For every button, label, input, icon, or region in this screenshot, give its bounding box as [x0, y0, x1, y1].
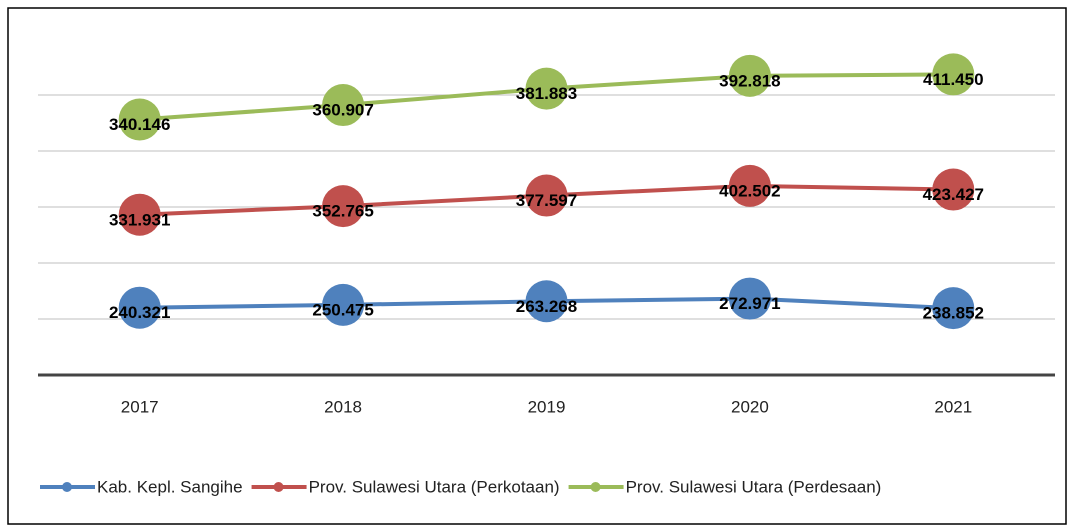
x-tick-label: 2018 — [324, 397, 362, 416]
x-tick-label: 2017 — [121, 397, 159, 416]
legend-marker — [273, 482, 284, 492]
value-label: 331.931 — [109, 210, 170, 229]
point-marker — [932, 168, 975, 211]
point-marker — [728, 54, 771, 97]
x-tick-label: 2020 — [731, 397, 769, 416]
point-marker — [118, 193, 161, 236]
point-marker — [118, 286, 161, 329]
point-marker — [322, 283, 365, 326]
legend-marker — [590, 482, 601, 492]
value-label: 250.475 — [312, 300, 373, 319]
value-label: 402.502 — [719, 181, 780, 200]
value-label: 360.907 — [312, 101, 373, 120]
value-label: 263.268 — [516, 297, 577, 316]
x-tick-label: 2019 — [528, 397, 566, 416]
legend-label: Prov. Sulawesi Utara (Perkotaan) — [309, 477, 560, 496]
value-label: 240.321 — [109, 303, 170, 322]
value-label: 340.146 — [109, 115, 170, 134]
value-label: 411.450 — [923, 70, 984, 89]
point-marker — [525, 174, 568, 217]
value-label: 392.818 — [719, 71, 780, 90]
point-marker — [932, 287, 975, 330]
point-marker — [322, 84, 365, 127]
value-label: 238.852 — [923, 304, 984, 323]
value-label: 377.597 — [516, 191, 577, 210]
point-marker — [728, 277, 771, 320]
value-label: 381.883 — [516, 84, 577, 103]
value-label: 272.971 — [719, 294, 780, 313]
point-marker — [525, 280, 568, 323]
x-tick-label: 2021 — [934, 397, 972, 416]
legend-marker — [62, 482, 72, 492]
legend-label: Prov. Sulawesi Utara (Perdesaan) — [626, 477, 882, 496]
point-marker — [118, 98, 161, 141]
point-marker — [322, 185, 365, 228]
point-marker — [932, 53, 975, 96]
legend-label: Kab. Kepl. Sangihe — [97, 477, 243, 496]
point-marker — [525, 67, 568, 110]
value-label: 352.765 — [312, 202, 373, 221]
value-label: 423.427 — [923, 185, 984, 204]
point-marker — [728, 164, 771, 207]
